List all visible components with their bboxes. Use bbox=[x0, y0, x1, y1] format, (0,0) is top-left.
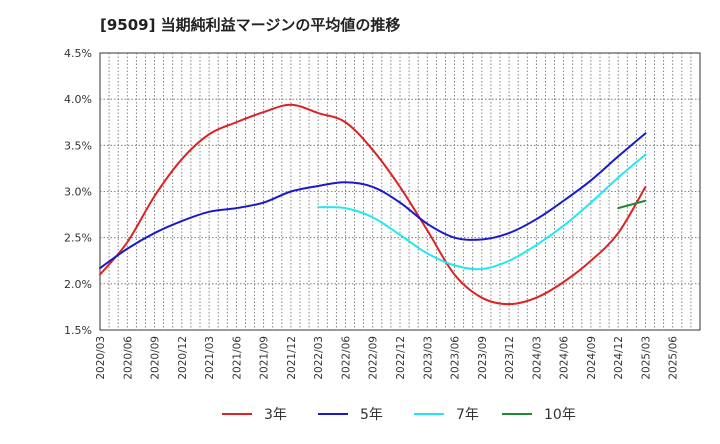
x-tick-label: 2023/12 bbox=[504, 336, 516, 380]
series-line-2 bbox=[99, 132, 647, 270]
x-tick-label: 2025/06 bbox=[668, 336, 680, 380]
x-tick-label: 2021/09 bbox=[259, 336, 271, 380]
x-tick-label: 2024/09 bbox=[586, 336, 598, 380]
series-line-1 bbox=[99, 103, 647, 306]
legend-label: 5年 bbox=[360, 407, 383, 423]
x-tick-label: 2024/03 bbox=[531, 336, 543, 380]
y-tick-label: 2.0% bbox=[64, 278, 92, 291]
x-tick-label: 2023/03 bbox=[422, 336, 434, 380]
y-tick-label: 4.5% bbox=[64, 47, 92, 60]
y-tick-label: 2.5% bbox=[64, 232, 92, 245]
chart-title: [9509] 当期純利益マージンの平均値の推移 bbox=[100, 16, 401, 34]
x-tick-label: 2020/12 bbox=[177, 336, 189, 380]
x-tick-label: 2022/06 bbox=[340, 336, 352, 380]
series-line-4 bbox=[617, 199, 647, 210]
series-lines bbox=[99, 103, 647, 306]
legend: 3年 5年 7年 10年 bbox=[222, 407, 576, 423]
grid bbox=[99, 52, 701, 331]
x-tick-label: 2020/03 bbox=[95, 336, 107, 380]
legend-label: 10年 bbox=[544, 407, 576, 423]
x-tick-label: 2024/06 bbox=[559, 336, 571, 380]
y-tick-label: 3.5% bbox=[64, 139, 92, 152]
legend-label: 3年 bbox=[264, 407, 287, 423]
y-tick-label: 4.0% bbox=[64, 93, 92, 106]
legend-label: 7年 bbox=[456, 407, 479, 423]
y-tick-label: 1.5% bbox=[64, 324, 92, 337]
axes: 1.5% 2.0% 2.5% 3.0% 3.5% 4.0% 4.5% 2020/03 2020/… bbox=[64, 47, 680, 380]
x-tick-label: 2020/06 bbox=[122, 336, 134, 380]
y-tick-label: 3.0% bbox=[64, 186, 92, 199]
x-tick-label: 2022/03 bbox=[313, 336, 325, 380]
x-tick-label: 2023/06 bbox=[450, 336, 462, 380]
x-tick-label: 2022/09 bbox=[368, 336, 380, 380]
x-tick-label: 2021/03 bbox=[204, 336, 216, 380]
x-tick-label: 2023/09 bbox=[477, 336, 489, 380]
x-tick-label: 2021/12 bbox=[286, 336, 298, 380]
x-tick-label: 2020/09 bbox=[150, 336, 162, 380]
x-tick-label: 2024/12 bbox=[613, 336, 625, 380]
x-tick-label: 2021/06 bbox=[231, 336, 243, 380]
series-line-3 bbox=[317, 153, 647, 271]
x-tick-label: 2025/03 bbox=[640, 336, 652, 380]
x-tick-label: 2022/12 bbox=[395, 336, 407, 380]
